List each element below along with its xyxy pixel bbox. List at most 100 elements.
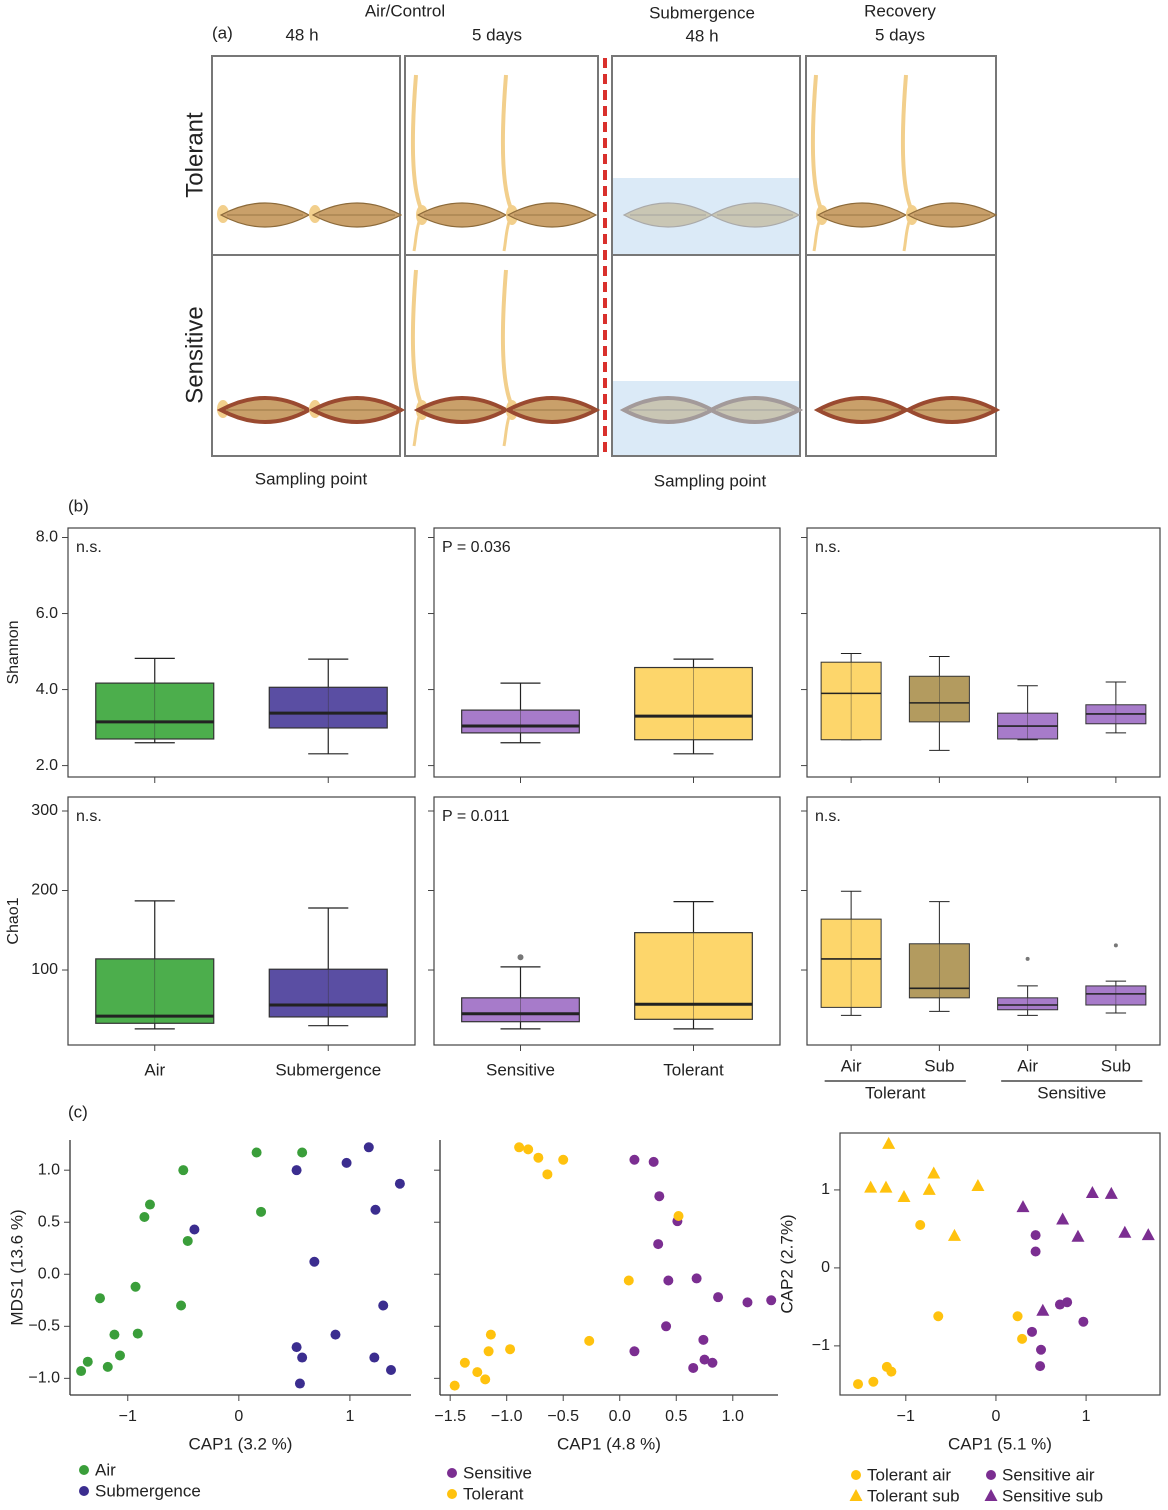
point — [378, 1300, 389, 1311]
point — [1027, 1326, 1037, 1337]
time-label: 48 h — [285, 25, 318, 44]
point — [584, 1335, 595, 1346]
chart: P = 0.011 Sensitive Tolerant — [428, 796, 781, 1079]
point — [947, 1228, 961, 1241]
root — [902, 218, 912, 252]
annotation: n.s. — [76, 808, 102, 825]
point — [370, 1204, 381, 1215]
point — [309, 1256, 320, 1267]
root — [412, 413, 422, 447]
x-tick-label: 0.0 — [609, 1408, 631, 1425]
x-tick-label: 0.5 — [665, 1408, 687, 1425]
group-label: Air/Control — [365, 1, 445, 20]
point — [291, 1342, 302, 1353]
y-tick-label: 8.0 — [36, 529, 58, 546]
chart: −1 0 1 −1.0 −0.5 0.0 0.5 1.0 CAP1 (3.2 %) MDS1 (1… — [7, 1140, 411, 1500]
panel-label: (b) — [68, 496, 89, 515]
y-tick-label: 1 — [821, 1181, 830, 1198]
point — [386, 1365, 397, 1376]
legend-label: Tolerant air — [867, 1465, 951, 1484]
root — [502, 413, 512, 447]
point — [897, 1189, 911, 1202]
point — [661, 1321, 672, 1332]
point — [472, 1367, 483, 1378]
point — [341, 1157, 352, 1168]
point — [1017, 1333, 1028, 1344]
point — [76, 1366, 87, 1377]
y-tick-label: 300 — [31, 802, 58, 819]
group-label: Recovery — [864, 1, 936, 20]
root — [812, 218, 822, 252]
x-tick-label: Air — [841, 1056, 862, 1075]
annotation: n.s. — [815, 808, 841, 825]
legend-marker — [849, 1489, 863, 1501]
point — [868, 1376, 879, 1387]
point — [297, 1147, 308, 1158]
sampling-label: Sampling point — [255, 469, 368, 488]
point — [514, 1142, 525, 1153]
x-tick-label: Tolerant — [663, 1060, 724, 1079]
x-tick-label: Submergence — [275, 1060, 381, 1079]
y-tick-label: 4.0 — [36, 681, 58, 698]
point — [178, 1165, 189, 1176]
chart: 2.0 4.0 6.0 8.0 Shannon n.s. — [5, 527, 416, 783]
chart: −1 0 1 −1 0 1 CAP1 (5.1 %) CAP2 (2.7%) Tolerant … — [777, 1132, 1161, 1505]
point — [766, 1295, 777, 1306]
legend-label: Sensitive sub — [1002, 1486, 1103, 1505]
point — [699, 1354, 710, 1365]
point — [1030, 1246, 1041, 1257]
x-tick-label: −1 — [119, 1408, 137, 1425]
legend-marker — [851, 1470, 861, 1480]
legend-label: Submergence — [95, 1481, 201, 1500]
y-tick-label: −1 — [812, 1337, 830, 1354]
x-axis-label: CAP1 (5.1 %) — [948, 1434, 1052, 1453]
legend-label: Sensitive air — [1002, 1465, 1095, 1484]
point — [369, 1352, 380, 1363]
outlier — [517, 954, 524, 961]
root — [502, 218, 512, 252]
y-tick-label: 2.0 — [36, 757, 58, 774]
chart: n.s. — [801, 527, 1161, 783]
x-tick-label: Air — [1017, 1056, 1038, 1075]
point — [1030, 1230, 1041, 1241]
time-label: 48 h — [685, 26, 718, 45]
x-tick-label: −1.0 — [491, 1408, 523, 1425]
sampling-label: Sampling point — [654, 471, 767, 490]
row-label: Tolerant — [181, 112, 208, 198]
point — [1036, 1344, 1047, 1355]
point — [144, 1199, 155, 1210]
annotation: P = 0.011 — [442, 808, 510, 825]
plot-frame — [433, 796, 781, 1046]
plot-frame — [433, 527, 781, 778]
y-tick-label: 0.0 — [38, 1265, 60, 1282]
plot-frame — [67, 527, 416, 778]
chart: n.s. Air Sub Air Sub Tolerant Sensitive — [801, 796, 1161, 1102]
point — [933, 1311, 944, 1322]
x-tick-label: Sub — [924, 1056, 954, 1075]
point — [629, 1346, 640, 1357]
point — [82, 1356, 93, 1367]
x-tick-label: Air — [144, 1060, 165, 1079]
point — [927, 1166, 941, 1179]
point — [114, 1350, 125, 1361]
point — [1016, 1200, 1030, 1213]
point — [1036, 1303, 1050, 1316]
point — [629, 1154, 640, 1165]
point — [915, 1220, 926, 1231]
shoot — [900, 74, 914, 212]
point — [449, 1380, 460, 1391]
panel-box — [611, 254, 801, 457]
legend-marker — [447, 1489, 457, 1499]
root — [412, 218, 422, 252]
point — [1118, 1225, 1132, 1238]
y-axis-label: Shannon — [5, 620, 22, 684]
panel-box — [211, 254, 401, 457]
point — [102, 1361, 113, 1372]
legend-label: Air — [95, 1460, 116, 1479]
point — [483, 1346, 494, 1357]
plot-frame — [806, 796, 1161, 1046]
time-label: 5 days — [875, 25, 925, 44]
chart: P = 0.036 — [428, 527, 781, 783]
point — [623, 1275, 634, 1286]
